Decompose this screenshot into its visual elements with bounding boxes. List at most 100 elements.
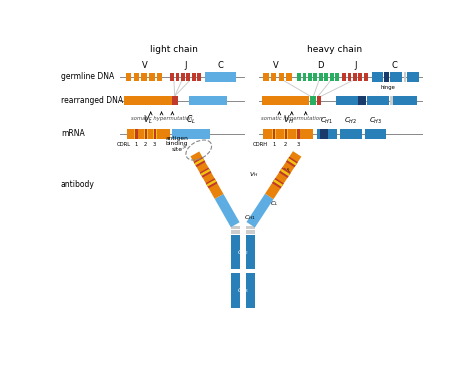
Bar: [297, 129, 300, 138]
Bar: [313, 73, 317, 81]
Bar: [273, 129, 276, 138]
Bar: [124, 96, 172, 105]
Text: C: C: [218, 61, 223, 70]
Bar: [335, 73, 339, 81]
Text: 2: 2: [284, 142, 287, 147]
Polygon shape: [215, 194, 239, 227]
Polygon shape: [280, 169, 290, 176]
Bar: [372, 72, 383, 81]
Text: hinge: hinge: [381, 85, 395, 90]
Text: somatic hypermutation: somatic hypermutation: [261, 116, 322, 121]
Bar: [353, 73, 357, 81]
Text: $V_H$: $V_H$: [283, 114, 294, 126]
Polygon shape: [287, 158, 297, 166]
Bar: [310, 96, 316, 105]
Bar: [273, 129, 275, 138]
Text: $C_{H2}$: $C_{H2}$: [344, 116, 357, 126]
Bar: [192, 73, 196, 81]
Bar: [336, 96, 357, 105]
Bar: [404, 72, 406, 81]
Text: $V_H$: $V_H$: [249, 170, 259, 179]
Text: D: D: [317, 61, 324, 70]
Polygon shape: [207, 180, 217, 187]
Text: germline DNA: germline DNA: [61, 72, 114, 81]
Bar: [144, 129, 147, 138]
Bar: [172, 129, 210, 138]
Bar: [271, 73, 276, 81]
Polygon shape: [246, 194, 273, 227]
Bar: [365, 129, 386, 138]
Bar: [340, 129, 362, 138]
Bar: [170, 73, 174, 81]
Bar: [263, 129, 313, 138]
Bar: [186, 73, 190, 81]
Bar: [358, 96, 366, 105]
Polygon shape: [279, 167, 291, 178]
Bar: [390, 72, 402, 81]
Text: J: J: [354, 61, 356, 70]
Text: V: V: [142, 61, 148, 70]
Bar: [285, 129, 287, 138]
Bar: [320, 129, 328, 138]
Polygon shape: [194, 157, 205, 167]
Text: $C_L$: $C_L$: [270, 199, 279, 208]
Text: $C_{H1}$: $C_{H1}$: [320, 116, 333, 126]
Text: $C_{H1}$: $C_{H1}$: [245, 212, 256, 222]
Bar: [279, 73, 284, 81]
Text: 3: 3: [153, 142, 156, 147]
Bar: [230, 273, 240, 308]
Bar: [330, 73, 334, 81]
Polygon shape: [194, 158, 204, 165]
Polygon shape: [272, 178, 284, 188]
Bar: [319, 73, 323, 81]
Polygon shape: [286, 157, 298, 167]
Bar: [175, 73, 179, 81]
Bar: [145, 129, 147, 138]
Bar: [128, 129, 170, 138]
Bar: [153, 129, 157, 138]
Bar: [134, 73, 139, 81]
Text: 1: 1: [134, 142, 137, 147]
Bar: [190, 96, 227, 105]
Bar: [308, 73, 312, 81]
Text: heavy chain: heavy chain: [307, 45, 362, 54]
Bar: [390, 96, 392, 105]
Bar: [324, 73, 328, 81]
Bar: [246, 273, 255, 308]
Bar: [135, 129, 138, 138]
Text: V: V: [273, 61, 279, 70]
Polygon shape: [273, 179, 283, 187]
Bar: [126, 73, 131, 81]
Bar: [317, 129, 337, 138]
Text: $C_{H3}$: $C_{H3}$: [369, 116, 382, 126]
Bar: [197, 73, 201, 81]
Bar: [263, 73, 268, 81]
Bar: [358, 73, 362, 81]
Bar: [246, 230, 255, 234]
Bar: [181, 73, 185, 81]
Polygon shape: [206, 178, 218, 188]
Bar: [205, 72, 236, 81]
Bar: [384, 72, 390, 81]
Bar: [230, 230, 240, 234]
Text: C: C: [391, 61, 397, 70]
Text: J: J: [184, 61, 187, 70]
Text: light chain: light chain: [150, 45, 198, 54]
Text: $V_L$: $V_L$: [144, 114, 153, 126]
Text: rearranged DNA: rearranged DNA: [61, 96, 123, 105]
Text: mRNA: mRNA: [61, 129, 84, 138]
Text: $V_L$: $V_L$: [283, 166, 292, 175]
Bar: [286, 73, 292, 81]
Bar: [347, 73, 351, 81]
Text: CDRH: CDRH: [253, 142, 268, 147]
Text: antibody: antibody: [61, 180, 95, 189]
Bar: [317, 96, 321, 105]
Bar: [296, 129, 300, 138]
Bar: [342, 73, 346, 81]
Bar: [367, 96, 389, 105]
Bar: [135, 129, 137, 138]
Text: 1: 1: [272, 142, 275, 147]
Bar: [157, 73, 162, 81]
Text: 3: 3: [296, 142, 300, 147]
Polygon shape: [191, 151, 223, 199]
